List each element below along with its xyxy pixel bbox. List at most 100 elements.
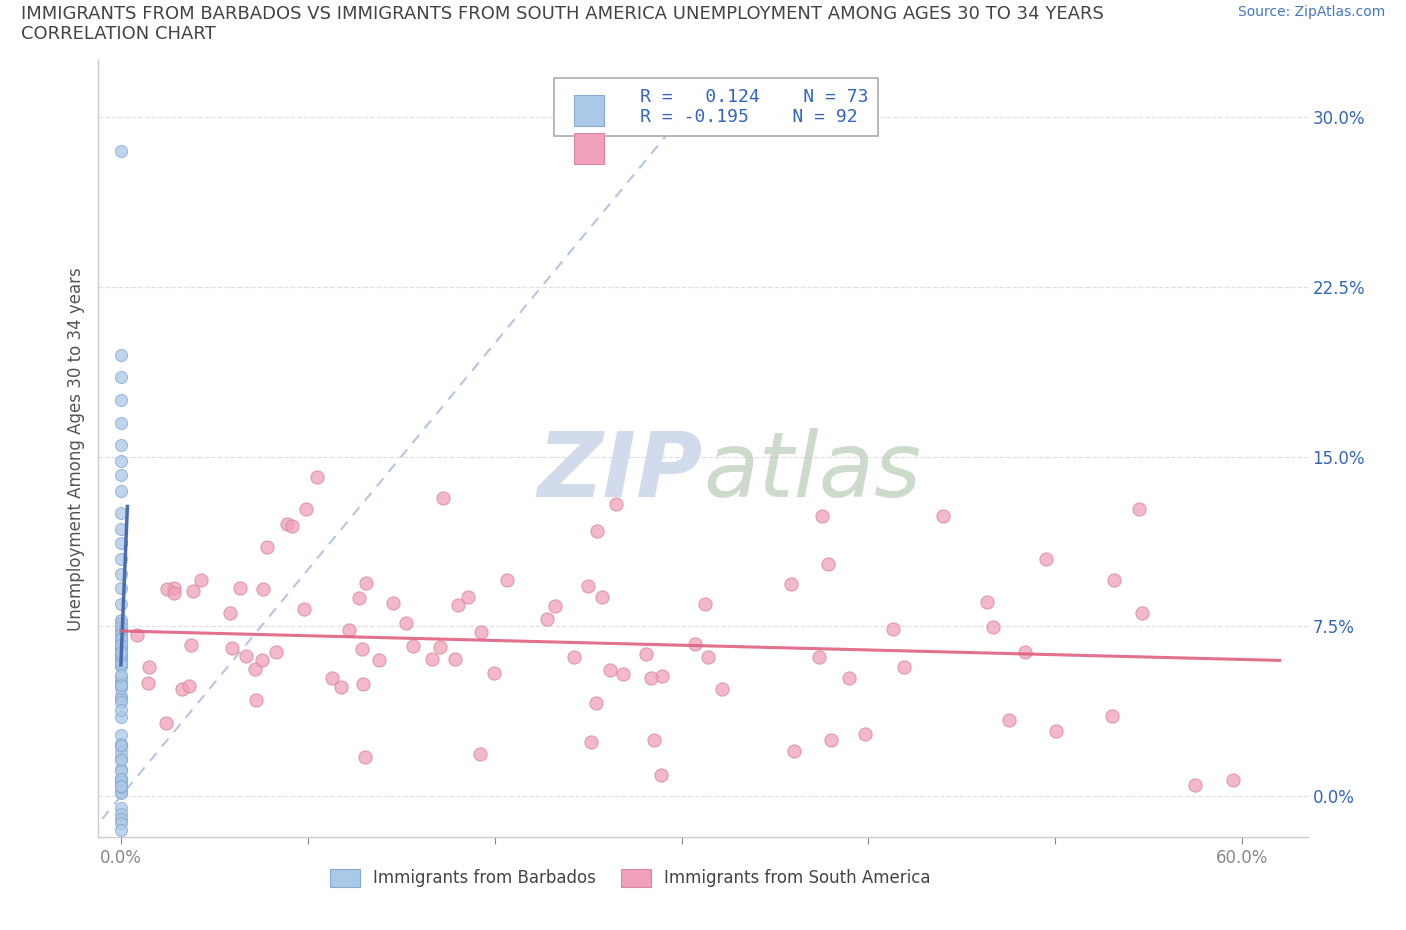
Point [110,653,132,668]
Point [1222,773,1244,788]
Point [820,732,842,747]
Point [110,772,132,787]
Point [853,726,876,741]
Point [110,645,132,660]
Point [443,651,465,666]
Point [179,679,201,694]
Point [110,652,132,667]
Point [782,743,804,758]
Point [780,577,803,591]
Point [605,497,627,512]
Point [276,517,298,532]
Point [110,807,132,822]
Point [693,596,716,611]
Point [422,652,444,667]
Point [1102,573,1125,588]
Point [110,623,132,638]
Point [807,649,830,664]
Point [180,637,202,652]
Point [337,622,360,637]
Point [110,642,132,657]
Point [110,745,132,760]
Point [110,786,132,801]
Text: CORRELATION CHART: CORRELATION CHART [21,25,217,43]
Point [110,551,132,566]
Point [1101,709,1123,724]
Point [110,370,132,385]
Point [110,751,132,766]
Point [981,619,1004,634]
Point [1184,777,1206,792]
Point [696,649,718,664]
Point [110,773,132,788]
Point [110,659,132,674]
Point [110,631,132,646]
Point [347,591,370,605]
Point [110,692,132,707]
Point [110,454,132,469]
Point [496,572,519,587]
Point [190,572,212,587]
Point [110,506,132,521]
Point [229,580,252,595]
Point [110,641,132,656]
Point [321,671,343,685]
Point [110,710,132,724]
Point [110,392,132,407]
Text: atlas: atlas [703,428,921,516]
Point [243,661,266,676]
Point [429,640,451,655]
Point [367,652,389,667]
Text: IMMIGRANTS FROM BARBADOS VS IMMIGRANTS FROM SOUTH AMERICA UNEMPLOYMENT AMONG AGE: IMMIGRANTS FROM BARBADOS VS IMMIGRANTS F… [21,5,1104,22]
Point [110,823,132,838]
Point [110,678,132,693]
Point [1014,644,1036,659]
Point [256,539,278,554]
Point [110,567,132,582]
Point [932,508,955,523]
Point [110,644,132,659]
Point [110,784,132,799]
Point [354,750,377,764]
Point [998,712,1021,727]
Point [402,638,425,653]
Point [432,490,454,505]
Point [110,738,132,753]
Point [110,728,132,743]
Point [138,676,160,691]
FancyBboxPatch shape [574,96,603,126]
Point [354,576,377,591]
Point [110,638,132,653]
FancyBboxPatch shape [574,133,603,164]
Point [110,737,132,751]
Point [640,671,662,685]
Point [576,578,599,593]
Legend: Immigrants from Barbados, Immigrants from South America: Immigrants from Barbados, Immigrants fro… [325,864,936,893]
Point [110,347,132,362]
Point [650,767,672,782]
Point [221,640,243,655]
Point [1035,551,1057,566]
Point [110,816,132,830]
Point [110,800,132,815]
Point [110,612,132,627]
Point [484,666,506,681]
Point [110,644,132,658]
Point [110,627,132,642]
Point [110,658,132,673]
Point [110,646,132,661]
Point [536,611,558,626]
Point [110,703,132,718]
Point [585,524,607,538]
Point [110,619,132,634]
Point [564,649,586,664]
Point [110,522,132,537]
Point [110,774,132,789]
Point [264,645,287,660]
Point [110,536,132,551]
Point [127,628,149,643]
Point [976,594,998,609]
Point [543,599,565,614]
Point [470,624,492,639]
Point [110,674,132,689]
